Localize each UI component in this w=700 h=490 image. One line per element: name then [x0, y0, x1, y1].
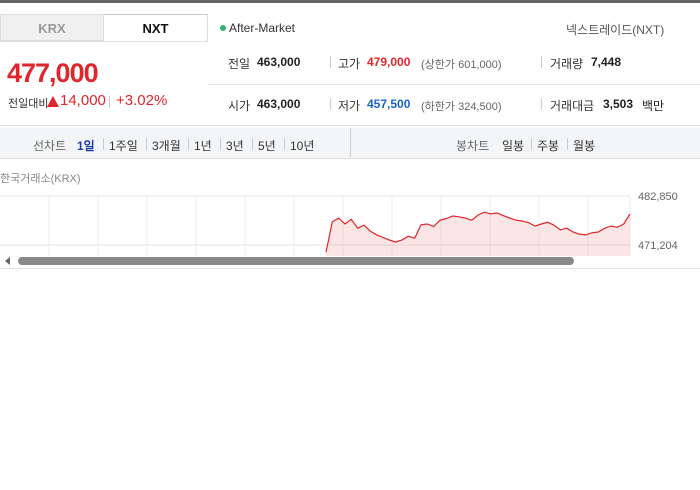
candle-chart-label: 봉차트 — [456, 139, 490, 153]
period-option[interactable]: 3개월 — [152, 139, 181, 153]
period-option[interactable]: 5년 — [258, 139, 276, 153]
status-dot — [220, 25, 226, 31]
stat-label: 전일 — [228, 57, 251, 71]
candle-option[interactable]: 월봉 — [573, 139, 596, 153]
stat-value: 463,000 — [257, 55, 301, 69]
change-label: 전일대비 — [8, 98, 49, 110]
change: 14,000 — [60, 92, 106, 109]
period-option[interactable]: 1일 — [77, 139, 95, 153]
stat-label: 시가 — [228, 99, 251, 113]
tab[interactable]: NXT — [104, 14, 208, 41]
price-line — [325, 211, 631, 253]
candle-option[interactable]: 일봉 — [502, 139, 525, 153]
separator — [188, 138, 189, 150]
top-border — [0, 0, 700, 3]
y-tick-label: 471,204 — [638, 240, 678, 252]
scrollbar-thumb[interactable] — [18, 257, 574, 265]
stat-unit: 백만 — [642, 99, 665, 113]
separator — [330, 98, 331, 110]
separator — [541, 98, 542, 110]
period-option[interactable]: 3년 — [226, 139, 244, 153]
price-area — [326, 212, 630, 256]
chart-source: 한국거래소(KRX) — [0, 173, 81, 185]
market-name: 넥스트레이드(NXT) — [566, 23, 665, 37]
up-arrow — [47, 96, 59, 107]
separator — [252, 138, 253, 150]
divider — [0, 268, 700, 269]
separator — [531, 138, 532, 150]
divider — [0, 125, 700, 126]
stat-label: 저가 — [338, 99, 361, 113]
stat-value: 457,500 — [367, 97, 411, 111]
divider — [0, 41, 208, 42]
stat-value: 7,448 — [591, 55, 622, 69]
separator — [284, 138, 285, 150]
line-chart-label: 선차트 — [33, 139, 67, 153]
separator — [146, 138, 147, 150]
tab[interactable]: KRX — [0, 14, 104, 41]
price: 477,000 — [7, 58, 99, 88]
divider — [208, 84, 700, 85]
stat-label: 고가 — [338, 57, 361, 71]
separator — [109, 96, 110, 108]
stat-label: 거래량 — [550, 57, 584, 71]
separator — [567, 138, 568, 150]
separator — [103, 138, 104, 150]
change-pct: +3.02% — [116, 92, 168, 109]
session: After-Market — [229, 21, 296, 35]
period-option[interactable]: 10년 — [290, 139, 315, 153]
y-tick-label: 482,850 — [638, 191, 678, 203]
candle-box — [350, 128, 700, 157]
stat-label: 거래대금 — [550, 99, 595, 113]
period-option[interactable]: 1년 — [194, 139, 212, 153]
stat-value: 479,000 — [367, 55, 411, 69]
separator — [220, 138, 221, 150]
candle-option[interactable]: 주봉 — [537, 139, 560, 153]
period-option[interactable]: 1주일 — [109, 139, 138, 153]
stat-value: 3,503 — [603, 97, 634, 111]
stat-value: 463,000 — [257, 97, 301, 111]
scroll-left[interactable] — [5, 257, 10, 265]
chart: 482,850 471,204 — [0, 191, 678, 256]
separator — [541, 56, 542, 68]
stat-note: (상한가 601,000) — [421, 59, 502, 71]
separator — [330, 56, 331, 68]
stat-note: (하한가 324,500) — [421, 101, 502, 113]
